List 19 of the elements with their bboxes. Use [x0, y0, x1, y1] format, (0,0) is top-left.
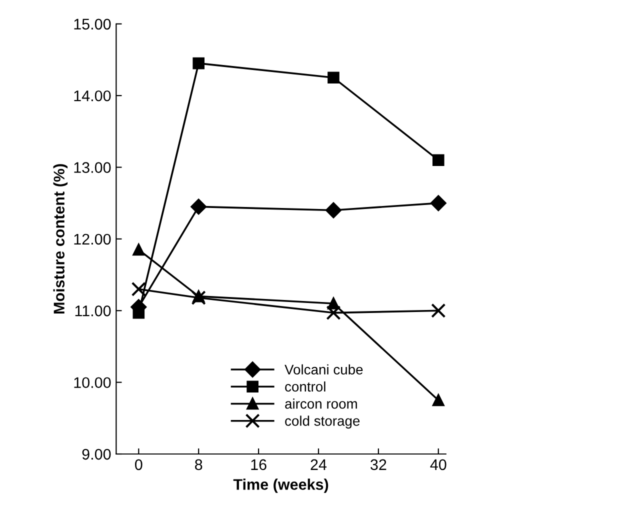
y-tick-label: 10.00 — [74, 377, 111, 388]
x-axis-title: Time (weeks) — [233, 478, 328, 493]
y-tick-label: 12.00 — [74, 234, 111, 245]
x-tick-label: 32 — [370, 459, 386, 470]
legend-label: cold storage — [285, 416, 360, 429]
y-tick-label: 15.00 — [74, 18, 111, 30]
y-tick-label: 9.00 — [82, 448, 111, 460]
x-tick-label: 8 — [195, 459, 202, 470]
legend-label: control — [285, 381, 326, 392]
x-tick-label: 24 — [310, 459, 327, 470]
legend-label: aircon room — [285, 398, 357, 409]
y-tick-label: 11.00 — [75, 306, 111, 316]
x-tick-label: 40 — [430, 459, 446, 470]
legend-label: Volcani cube — [284, 364, 363, 375]
y-tick-label: 14.00 — [74, 90, 111, 102]
y-tick-label: 13.00 — [74, 162, 111, 173]
x-tick-label: 16 — [251, 459, 266, 470]
y-axis-title: Moisture content (%) — [53, 164, 68, 314]
x-tick-label: 0 — [135, 459, 142, 470]
